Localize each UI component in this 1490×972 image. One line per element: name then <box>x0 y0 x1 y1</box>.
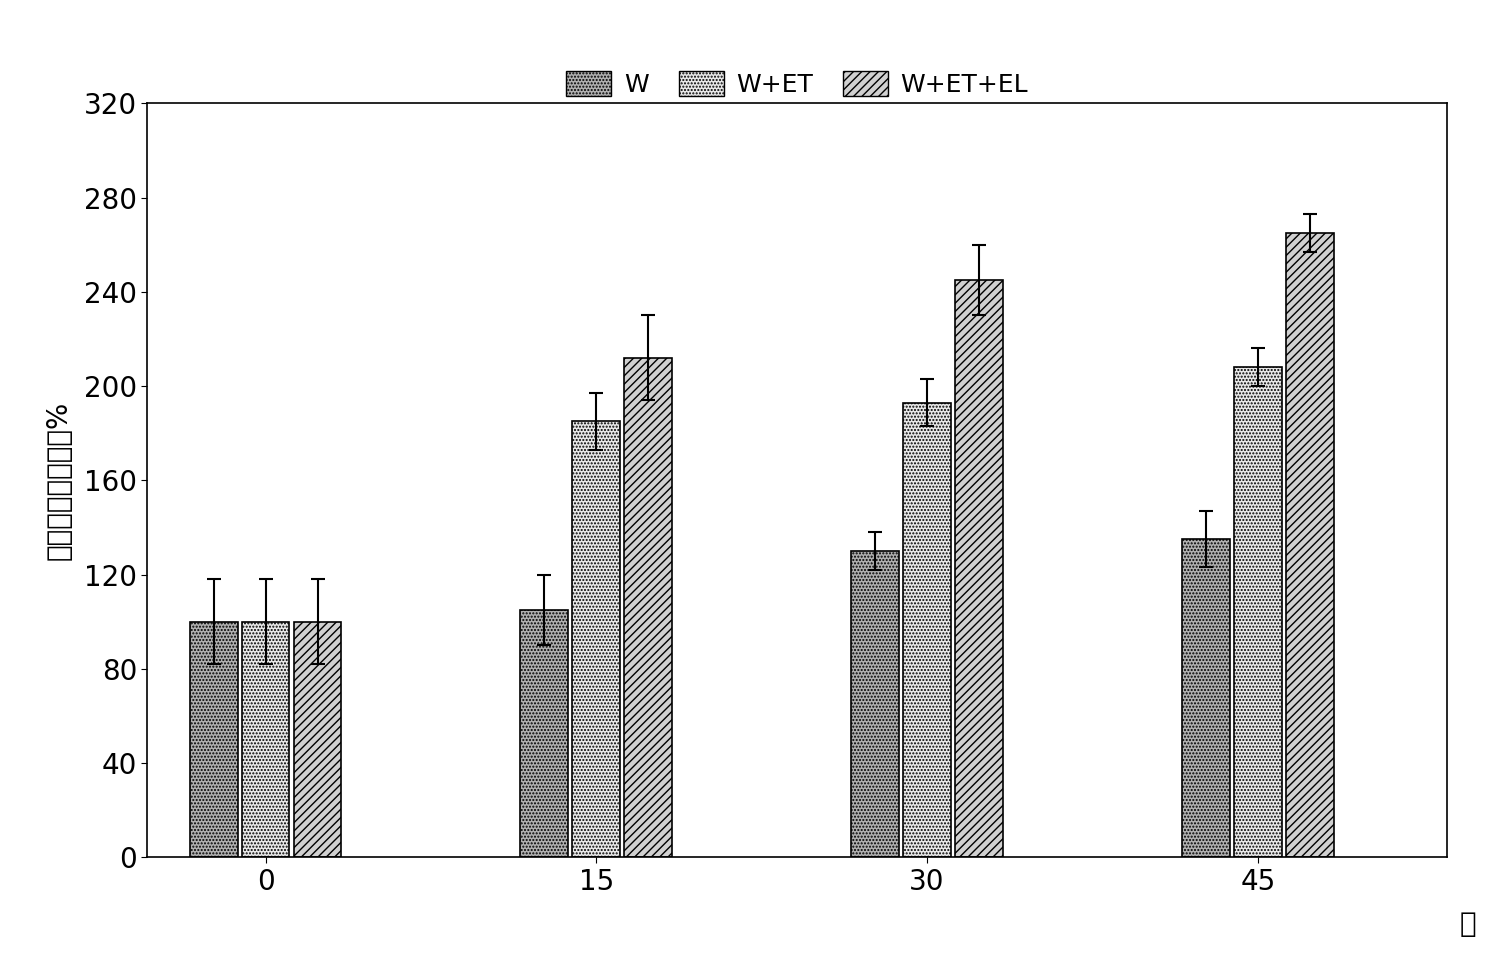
Bar <box>1286 233 1334 857</box>
Bar <box>624 358 672 857</box>
Bar <box>903 402 951 857</box>
Bar <box>520 609 568 857</box>
Text: 天: 天 <box>1460 910 1477 938</box>
Legend: W, W+ET, W+ET+EL: W, W+ET, W+ET+EL <box>559 63 1036 104</box>
Bar <box>851 551 898 857</box>
Bar <box>294 622 341 857</box>
Bar <box>1234 367 1281 857</box>
Bar <box>572 422 620 857</box>
Bar <box>955 280 1003 857</box>
Bar <box>241 622 289 857</box>
Y-axis label: 与初始浓度比值／%: 与初始浓度比值／% <box>45 400 73 560</box>
Bar <box>1182 539 1229 857</box>
Bar <box>189 622 237 857</box>
